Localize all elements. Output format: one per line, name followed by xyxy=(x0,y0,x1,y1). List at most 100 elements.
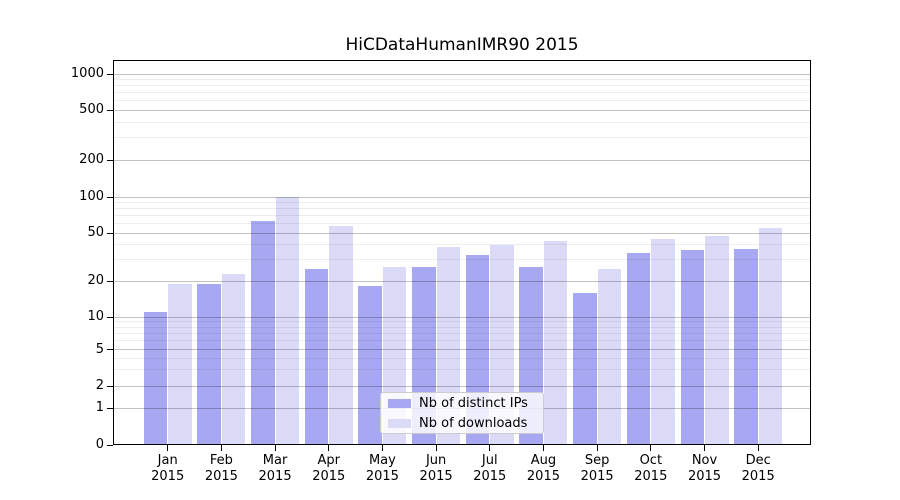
x-tick-label: Sep 2015 xyxy=(580,453,614,484)
gridline-minor xyxy=(113,215,811,217)
bar-distinct-ips-apr-2015 xyxy=(304,269,329,445)
gridline-minor xyxy=(113,244,811,246)
x-tick-mark xyxy=(435,445,437,451)
bar-distinct-ips-may-2015 xyxy=(358,286,382,445)
y-tick-mark xyxy=(107,159,113,161)
y-tick-label: 50 xyxy=(87,225,104,240)
y-tick-label: 0 xyxy=(95,437,104,452)
legend-item-distinct-ips: Nb of distinct IPs xyxy=(381,394,543,412)
y-tick-label: 5 xyxy=(95,341,104,357)
gridline-major xyxy=(113,316,811,318)
gridline-minor xyxy=(113,208,811,210)
plot-frame xyxy=(113,60,811,445)
bar-distinct-ips-dec-2015 xyxy=(734,248,758,445)
x-tick-mark xyxy=(167,445,169,451)
x-tick-mark xyxy=(757,445,759,451)
gridline-minor xyxy=(113,137,811,139)
y-tick-label: 2 xyxy=(95,378,104,393)
gridline-minor xyxy=(113,369,811,371)
gridline-minor xyxy=(113,92,811,94)
gridline-minor xyxy=(113,321,811,323)
gridline-major xyxy=(113,232,811,234)
bar-downloads-mar-2015 xyxy=(275,197,300,445)
bar-downloads-apr-2015 xyxy=(329,226,353,445)
bar-distinct-ips-mar-2015 xyxy=(251,220,275,445)
bar-distinct-ips-nov-2015 xyxy=(680,250,704,445)
y-tick-mark xyxy=(107,280,113,282)
legend: Nb of distinct IPs Nb of downloads xyxy=(380,392,544,434)
x-tick-label: Oct 2015 xyxy=(634,453,668,484)
y-tick-mark xyxy=(107,407,113,409)
bar-downloads-nov-2015 xyxy=(705,236,729,445)
bar-distinct-ips-jan-2015 xyxy=(143,312,168,445)
gridline-minor xyxy=(113,333,811,335)
gridline-major xyxy=(113,280,811,282)
y-tick-mark xyxy=(107,316,113,318)
y-tick-mark xyxy=(107,349,113,350)
bar-distinct-ips-sep-2015 xyxy=(573,292,597,445)
bar-downloads-aug-2015 xyxy=(543,240,568,445)
gridline-major xyxy=(113,196,811,198)
y-tick-label: 10 xyxy=(87,309,104,324)
y-tick-mark xyxy=(107,73,113,75)
gridline-major xyxy=(113,73,811,75)
gridline-major xyxy=(113,385,811,387)
x-tick-mark xyxy=(596,445,598,451)
x-tick-mark xyxy=(650,445,652,451)
gridline-minor xyxy=(113,85,811,87)
bar-downloads-sep-2015 xyxy=(597,269,622,445)
gridline-minor xyxy=(113,340,811,342)
gridline-minor xyxy=(113,201,811,203)
y-tick-label: 20 xyxy=(87,273,104,288)
legend-item-downloads: Nb of downloads xyxy=(381,414,543,432)
y-tick-mark xyxy=(107,444,113,446)
y-tick-label: 1000 xyxy=(70,66,104,81)
y-tick-mark xyxy=(107,232,113,234)
x-tick-mark xyxy=(328,445,330,451)
y-tick-mark xyxy=(107,385,113,387)
x-tick-label: May 2015 xyxy=(365,453,399,484)
x-tick-label: Nov 2015 xyxy=(687,453,722,484)
x-tick-mark xyxy=(704,445,705,451)
y-tick-label: 200 xyxy=(79,152,104,167)
bar-distinct-ips-feb-2015 xyxy=(197,283,221,445)
bar-downloads-jan-2015 xyxy=(168,283,192,445)
gridline-minor xyxy=(113,100,811,102)
bar-downloads-feb-2015 xyxy=(221,273,246,445)
legend-swatch-downloads xyxy=(388,418,411,428)
x-tick-label: Jun 2015 xyxy=(419,453,453,484)
y-tick-mark xyxy=(107,196,113,198)
x-tick-label: Jul 2015 xyxy=(473,453,507,484)
y-tick-mark xyxy=(107,109,113,111)
chart-title: HiCDataHumanIMR90 2015 xyxy=(345,35,579,55)
legend-label-downloads: Nb of downloads xyxy=(419,415,528,431)
bar-distinct-ips-oct-2015 xyxy=(626,253,651,445)
gridline-minor xyxy=(113,78,811,80)
x-tick-mark xyxy=(220,445,222,451)
gridline-minor xyxy=(113,259,811,261)
x-tick-mark xyxy=(274,445,276,451)
x-tick-label: Jan 2015 xyxy=(151,453,185,484)
legend-label-distinct-ips: Nb of distinct IPs xyxy=(419,395,528,411)
gridline-minor xyxy=(113,223,811,225)
x-tick-label: Aug 2015 xyxy=(526,453,560,484)
x-tick-label: Dec 2015 xyxy=(741,453,775,484)
gridline-minor xyxy=(113,121,811,123)
gridline-major xyxy=(113,109,811,111)
gridline-major xyxy=(113,159,811,161)
bar-downloads-oct-2015 xyxy=(651,238,675,445)
gridline-minor xyxy=(113,357,811,359)
x-tick-label: Mar 2015 xyxy=(258,453,292,484)
y-tick-label: 500 xyxy=(79,102,104,117)
y-tick-label: 1 xyxy=(95,400,104,415)
y-tick-label: 100 xyxy=(79,189,104,204)
gridline-minor xyxy=(113,326,811,328)
x-tick-mark xyxy=(381,445,383,451)
legend-swatch-distinct-ips xyxy=(388,398,411,408)
bar-downloads-dec-2015 xyxy=(758,228,783,445)
x-tick-label: Apr 2015 xyxy=(312,453,346,484)
x-tick-label: Feb 2015 xyxy=(204,453,238,484)
x-tick-mark xyxy=(542,445,544,451)
x-tick-mark xyxy=(489,445,491,451)
